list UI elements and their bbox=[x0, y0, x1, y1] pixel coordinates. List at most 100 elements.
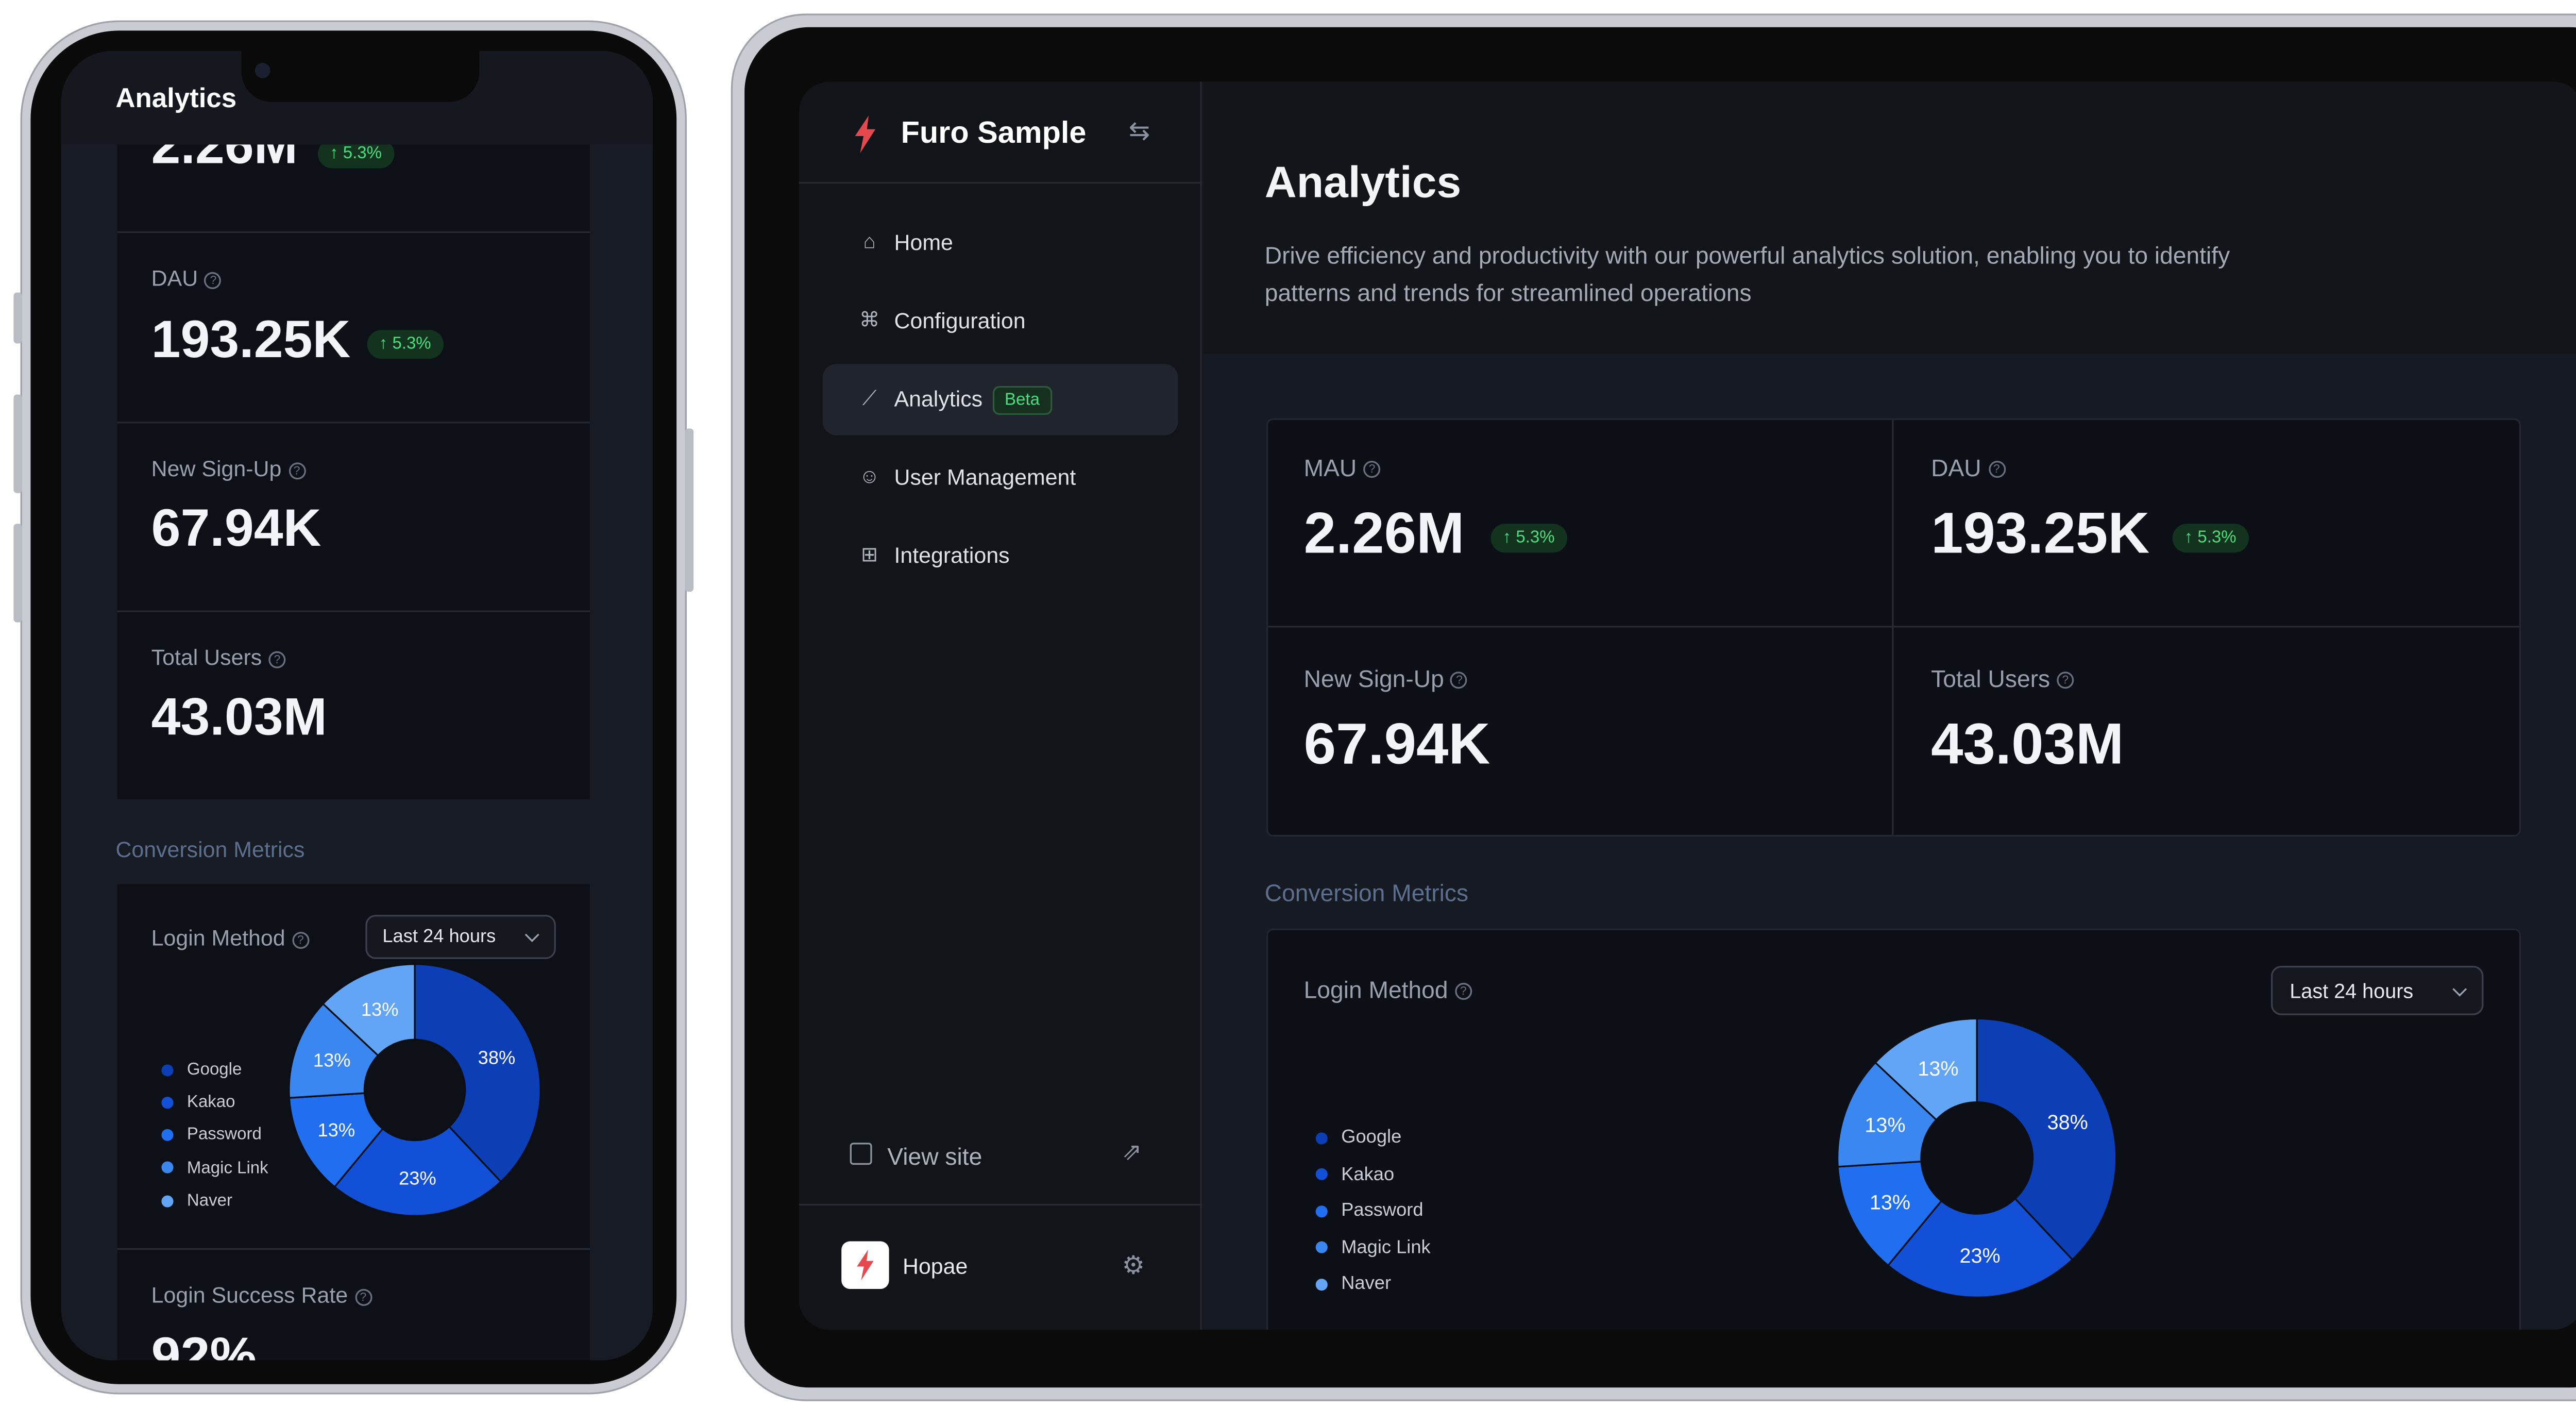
legend-item-kakao[interactable]: Kakao bbox=[1315, 1157, 1486, 1194]
sidebar-item-analytics[interactable]: ⟋ Analytics Beta bbox=[822, 364, 1178, 435]
user-icon: ☺ bbox=[859, 464, 880, 488]
sidebar bbox=[799, 81, 1202, 1330]
legend-item-naver[interactable]: Naver bbox=[1315, 1267, 1486, 1303]
pie-slice-google[interactable] bbox=[414, 963, 541, 1183]
legend-label: Kakao bbox=[187, 1094, 235, 1113]
change-badge: ↑ 5.3% bbox=[367, 330, 443, 360]
divider bbox=[117, 231, 590, 233]
help-icon[interactable]: ? bbox=[1363, 461, 1381, 479]
chart-line-icon: ⟋ bbox=[862, 385, 877, 410]
arrow-up-icon: ↑ bbox=[379, 335, 393, 355]
pie-slice-magic-link[interactable] bbox=[1837, 1061, 1938, 1168]
phone-side-button bbox=[13, 394, 22, 493]
pie-slice-label: 23% bbox=[399, 1167, 436, 1188]
legend-label: Password bbox=[187, 1126, 262, 1145]
stat-label: DAU bbox=[151, 265, 198, 291]
stat-label: MAU bbox=[1303, 454, 1357, 481]
arrow-up-icon: ↑ bbox=[2184, 529, 2198, 548]
select-value: Last 24 hours bbox=[2290, 979, 2414, 1003]
sitemap-icon: ⌘ bbox=[859, 308, 880, 332]
view-site-link[interactable]: View site ⇗ bbox=[823, 1129, 1178, 1184]
help-icon[interactable]: ? bbox=[354, 1288, 372, 1305]
arrow-up-icon: ↑ bbox=[330, 145, 343, 164]
legend-item-password[interactable]: Password bbox=[1315, 1194, 1486, 1230]
time-range-select[interactable]: Last 24 hours bbox=[2270, 966, 2484, 1015]
legend-item-password[interactable]: Password bbox=[161, 1119, 297, 1152]
help-icon[interactable]: ? bbox=[1988, 461, 2005, 479]
gear-icon[interactable]: ⚙ bbox=[1122, 1251, 1145, 1281]
sidebar-item-integrations[interactable]: ⊞ Integrations bbox=[823, 521, 1178, 592]
legend-swatch bbox=[161, 1097, 174, 1109]
legend-item-naver[interactable]: Naver bbox=[161, 1185, 297, 1217]
divider bbox=[1268, 626, 2519, 628]
grid-icon: ⊞ bbox=[861, 542, 878, 566]
select-value: Last 24 hours bbox=[382, 927, 496, 947]
stat-value: 2.26M bbox=[1303, 501, 1465, 566]
legend-label: Google bbox=[1341, 1127, 1402, 1148]
legend-swatch bbox=[1315, 1168, 1328, 1181]
legend-swatch bbox=[1315, 1278, 1328, 1290]
stat-value: 67.94K bbox=[1303, 712, 1490, 777]
avatar bbox=[841, 1241, 889, 1289]
legend-item-google[interactable]: Google bbox=[1315, 1120, 1486, 1157]
pie-slice-naver[interactable] bbox=[321, 963, 416, 1057]
stat-label: Total Users bbox=[151, 644, 262, 670]
pie-slice-kakao[interactable] bbox=[333, 1125, 502, 1217]
pie-slice-label: 13% bbox=[1870, 1192, 1910, 1214]
pie-slice-naver[interactable] bbox=[1874, 1017, 1978, 1121]
legend-label: Magic Link bbox=[187, 1159, 268, 1178]
mau-change-badge: ↑ 5.3% bbox=[317, 140, 394, 169]
sidebar-item-home[interactable]: ⌂ Home bbox=[823, 208, 1178, 279]
pie-slice-label: 13% bbox=[1865, 1114, 1905, 1137]
sidebar-item-label: Configuration bbox=[894, 308, 1026, 333]
legend-swatch bbox=[1315, 1204, 1328, 1217]
pie-slice-label: 13% bbox=[313, 1050, 351, 1071]
phone-side-button bbox=[13, 292, 22, 344]
legend-swatch bbox=[161, 1129, 174, 1142]
divider bbox=[117, 422, 590, 424]
pie-slice-label: 13% bbox=[317, 1119, 355, 1141]
phone-notch bbox=[241, 51, 480, 102]
chart-legend: Google Kakao Password Magic Link Naver bbox=[1315, 1120, 1486, 1303]
help-icon[interactable]: ? bbox=[1450, 672, 1468, 690]
legend-swatch bbox=[161, 1195, 174, 1207]
legend-label: Kakao bbox=[1341, 1164, 1395, 1185]
time-range-select[interactable]: Last 24 hours bbox=[365, 915, 556, 959]
pie-slice-magic-link[interactable] bbox=[288, 1002, 380, 1099]
login-success-value: 92% bbox=[151, 1326, 257, 1361]
legend-item-magic-link[interactable]: Magic Link bbox=[1315, 1230, 1486, 1267]
divider bbox=[799, 182, 1202, 184]
swap-icon[interactable]: ⇆ bbox=[1128, 117, 1150, 146]
divider bbox=[1892, 420, 1894, 835]
pie-slice-password[interactable] bbox=[1837, 1160, 1943, 1267]
help-icon[interactable]: ? bbox=[2057, 672, 2074, 690]
help-icon[interactable]: ? bbox=[205, 271, 222, 289]
layout-icon bbox=[850, 1143, 872, 1165]
sidebar-item-label: Home bbox=[894, 229, 953, 255]
help-icon[interactable]: ? bbox=[1454, 983, 1472, 1001]
stats-card bbox=[117, 51, 590, 799]
section-title: Conversion Metrics bbox=[1264, 879, 1469, 907]
external-link-icon: ⇗ bbox=[1122, 1137, 1142, 1165]
help-icon[interactable]: ? bbox=[288, 461, 306, 479]
help-icon[interactable]: ? bbox=[268, 650, 286, 668]
legend-item-kakao[interactable]: Kakao bbox=[161, 1087, 297, 1119]
camera-icon bbox=[255, 63, 270, 78]
page-header bbox=[1203, 81, 2576, 354]
legend-label: Password bbox=[1341, 1200, 1423, 1221]
sidebar-item-label: User Management bbox=[894, 464, 1076, 490]
sidebar-item-configuration[interactable]: ⌘ Configuration bbox=[823, 286, 1178, 357]
sidebar-item-user-management[interactable]: ☺ User Management bbox=[823, 442, 1178, 514]
pie-slice-google[interactable] bbox=[1976, 1017, 2117, 1261]
help-icon[interactable]: ? bbox=[292, 931, 309, 948]
arrow-up-icon: ↑ bbox=[1502, 529, 1516, 548]
legend-label: Google bbox=[187, 1061, 242, 1080]
legend-swatch bbox=[1315, 1132, 1328, 1144]
pie-slice-kakao[interactable] bbox=[1887, 1197, 2074, 1299]
brand-logo bbox=[853, 115, 877, 153]
legend-item-google[interactable]: Google bbox=[161, 1054, 297, 1087]
legend-item-magic-link[interactable]: Magic Link bbox=[161, 1152, 297, 1185]
stat-value: 193.25K bbox=[151, 309, 351, 369]
pie-slice-password[interactable] bbox=[288, 1092, 384, 1188]
pie-slice-label: 13% bbox=[361, 999, 399, 1020]
